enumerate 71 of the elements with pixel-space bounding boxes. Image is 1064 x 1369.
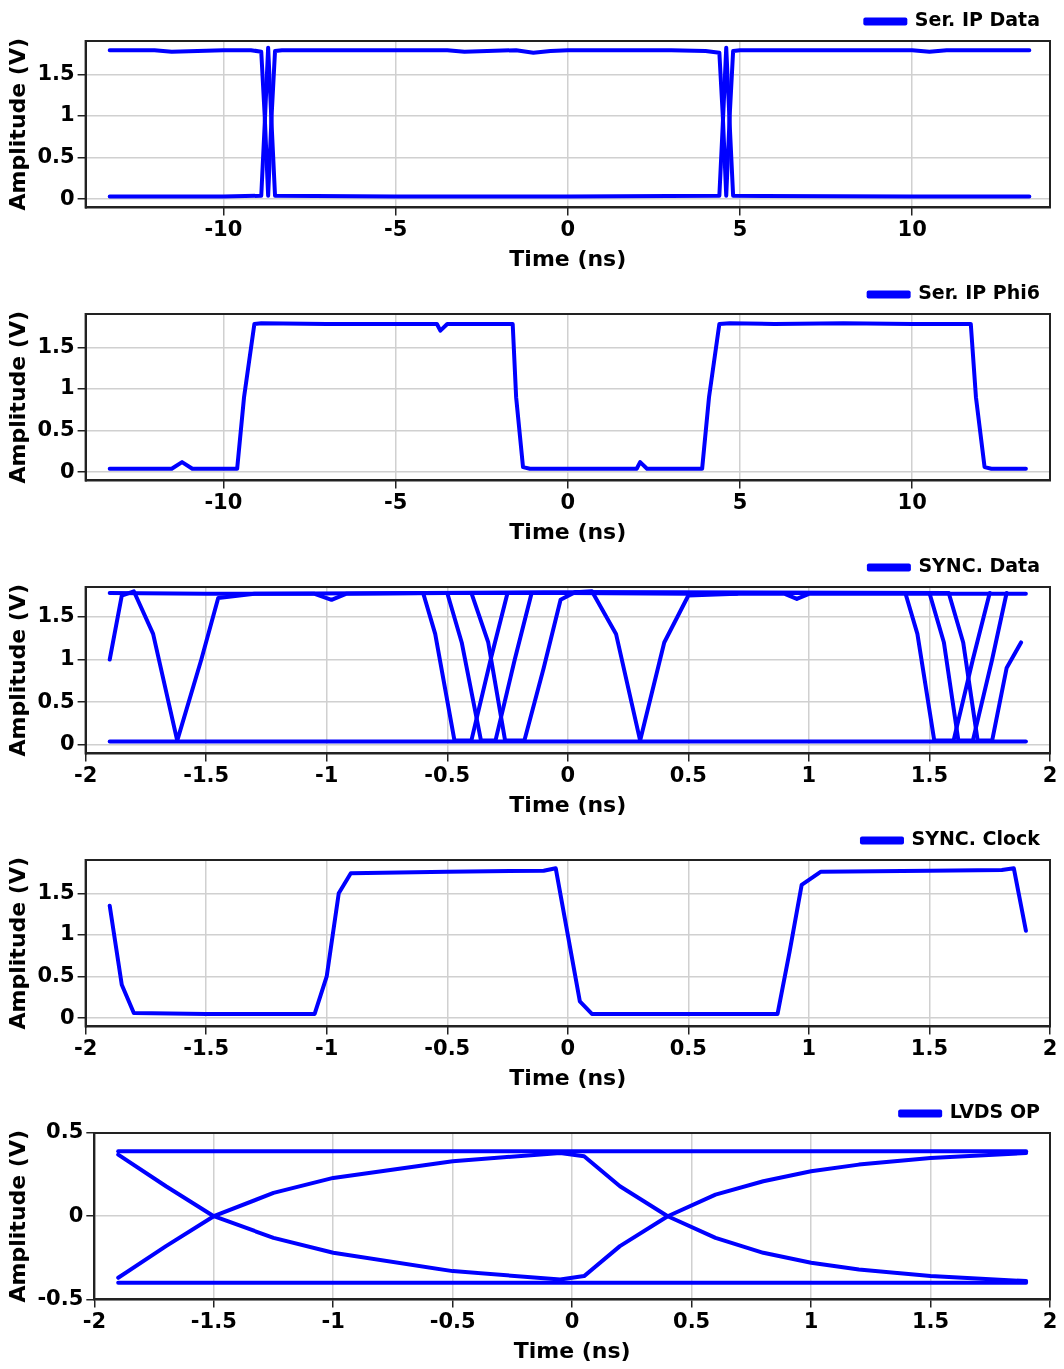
y-tick-label: 0 — [59, 1004, 75, 1029]
x-tick-label: -2 — [73, 1036, 98, 1061]
x-tick-label: 0.5 — [673, 1309, 711, 1334]
x-tick-label: 1 — [801, 763, 817, 788]
x-tick-label: 0 — [560, 490, 576, 515]
x-tick-label: -5 — [383, 490, 408, 515]
x-axis-title: Time (ns) — [513, 1337, 631, 1363]
x-tick-label: -2 — [73, 763, 98, 788]
x-tick-label: -1.5 — [183, 1036, 230, 1061]
y-tick-label: 0 — [59, 185, 75, 210]
y-tick-label: 0.5 — [37, 143, 75, 168]
x-tick-label: 10 — [897, 490, 927, 515]
y-tick-label: 1.5 — [37, 603, 75, 628]
x-tick-label: 2 — [1042, 1309, 1058, 1334]
x-tick-label: -10 — [204, 490, 243, 515]
x-tick-label: -0.5 — [424, 763, 471, 788]
y-tick-label: 1 — [59, 645, 75, 670]
x-tick-label: 2 — [1042, 1036, 1058, 1061]
x-tick-label: 5 — [732, 490, 748, 515]
x-tick-label: 1 — [801, 1036, 817, 1061]
y-axis-title: Amplitude (V) — [4, 310, 30, 484]
x-tick-label: -0.5 — [424, 1036, 471, 1061]
y-axis-title: Amplitude (V) — [4, 1129, 30, 1303]
y-axis-title: Amplitude (V) — [4, 37, 30, 211]
y-tick-label: 1 — [59, 375, 75, 400]
x-tick-label: 0 — [564, 1309, 580, 1334]
x-tick-label: -10 — [204, 217, 243, 242]
x-tick-label: -1.5 — [183, 763, 230, 788]
y-tick-label: 1 — [59, 921, 75, 946]
x-tick-label: 1.5 — [910, 763, 949, 788]
x-tick-label: 1.5 — [910, 1036, 949, 1061]
legend-label: Ser. IP Phi6 — [918, 281, 1040, 304]
x-tick-label: 0 — [560, 1036, 576, 1061]
x-tick-label: -1.5 — [190, 1309, 237, 1334]
y-tick-label: 1.5 — [37, 60, 75, 85]
x-tick-label: 10 — [897, 217, 927, 242]
x-tick-label: 2 — [1042, 763, 1058, 788]
x-tick-label: 0 — [560, 217, 576, 242]
y-axis-title: Amplitude (V) — [4, 856, 30, 1030]
x-tick-label: 0.5 — [669, 763, 707, 788]
legend-label: SYNC. Clock — [911, 827, 1041, 850]
x-tick-label: -1 — [315, 1036, 339, 1061]
y-tick-label: 1.5 — [37, 333, 75, 358]
y-tick-label: -0.5 — [37, 1285, 84, 1310]
x-tick-label: 0 — [560, 763, 576, 788]
y-tick-label: 0.5 — [37, 962, 75, 987]
x-tick-label: 5 — [732, 217, 748, 242]
y-tick-label: 0.5 — [37, 688, 75, 713]
x-tick-label: -1 — [315, 763, 339, 788]
y-tick-label: 0 — [59, 458, 75, 483]
y-tick-label: 0.5 — [46, 1119, 84, 1144]
legend-label: LVDS OP — [949, 1100, 1041, 1123]
x-axis-title: Time (ns) — [509, 245, 627, 271]
y-tick-label: 1.5 — [37, 879, 75, 904]
x-tick-label: -5 — [383, 217, 408, 242]
y-tick-label: 0 — [68, 1202, 84, 1227]
legend-label: Ser. IP Data — [914, 8, 1040, 31]
legend-label: SYNC. Data — [918, 554, 1041, 577]
y-axis-title: Amplitude (V) — [4, 583, 30, 757]
y-tick-label: 1 — [59, 102, 75, 127]
x-axis-title: Time (ns) — [509, 791, 627, 817]
x-axis-title: Time (ns) — [509, 518, 627, 544]
x-tick-label: -0.5 — [429, 1309, 476, 1334]
x-tick-label: 1.5 — [911, 1309, 950, 1334]
x-tick-label: 0.5 — [669, 1036, 707, 1061]
x-tick-label: -1 — [321, 1309, 345, 1334]
x-tick-label: 1 — [803, 1309, 819, 1334]
x-tick-label: -2 — [82, 1309, 106, 1334]
y-tick-label: 0.5 — [37, 416, 75, 441]
x-axis-title: Time (ns) — [509, 1064, 627, 1090]
y-tick-label: 0 — [59, 731, 75, 756]
